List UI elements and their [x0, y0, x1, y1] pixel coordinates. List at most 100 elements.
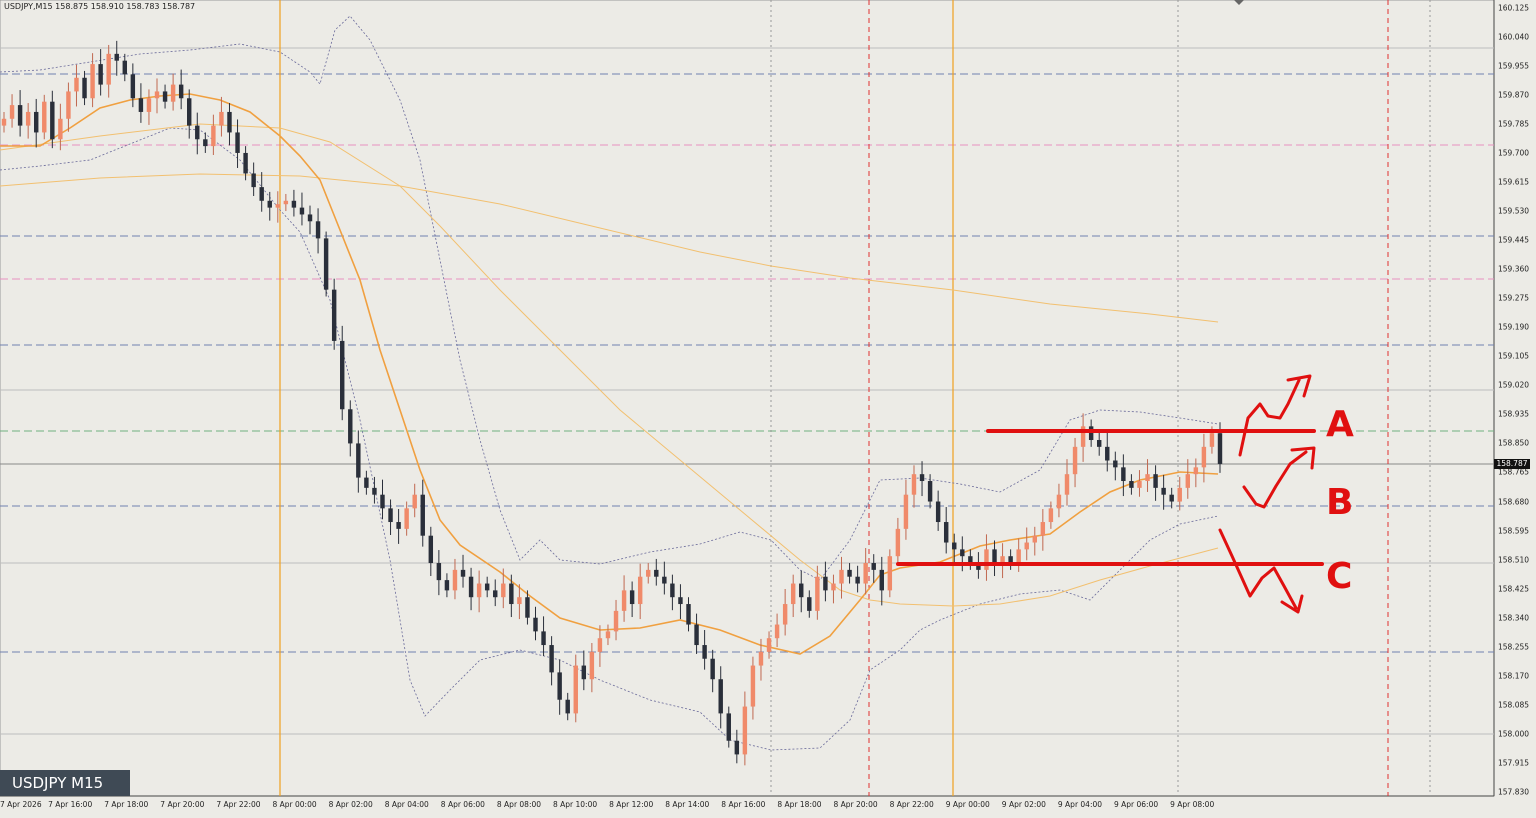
ema-fast	[0, 93, 1219, 655]
candle-bull	[1209, 433, 1215, 447]
candle-bear	[428, 535, 434, 564]
candle-bear	[195, 125, 200, 140]
candle-bear	[267, 200, 272, 208]
time-tick-label: 8 Apr 14:00	[665, 800, 710, 809]
candle-bear	[33, 111, 39, 133]
candle-bear	[356, 443, 361, 478]
price-tick-label: 158.000	[1498, 729, 1530, 739]
candle-bear	[122, 60, 128, 75]
candle-bull	[154, 91, 160, 99]
candle-bull	[146, 98, 152, 112]
price-tick-label: 158.510	[1498, 555, 1530, 565]
candle-bull	[1080, 426, 1086, 447]
candle-bear	[694, 624, 699, 646]
candle-bull	[42, 101, 47, 133]
candle-bull	[774, 624, 780, 639]
time-tick-label: 8 Apr 04:00	[384, 800, 429, 809]
time-tick-label: 8 Apr 06:00	[440, 800, 485, 809]
candle-bear	[348, 409, 353, 444]
time-tick-label: 9 Apr 00:00	[945, 800, 990, 809]
arrow-up-b	[1242, 446, 1316, 509]
candle-bear	[799, 583, 804, 598]
candle-bull	[1072, 446, 1078, 475]
price-tick-label: 159.275	[1498, 293, 1530, 303]
price-tick-label: 158.850	[1498, 438, 1530, 448]
price-tick-label: 159.020	[1498, 380, 1530, 390]
price-tick-label: 159.190	[1498, 322, 1530, 332]
candle-bear	[960, 549, 965, 557]
candle-bear	[927, 481, 933, 502]
price-tick-label: 159.870	[1498, 90, 1530, 100]
candle-bull	[621, 590, 627, 611]
candle-bull	[66, 91, 71, 119]
candle-bear	[227, 111, 232, 133]
candle-bull	[815, 576, 820, 611]
candle-bear	[686, 604, 691, 625]
candle-bull	[605, 631, 611, 639]
candle-bear	[364, 477, 369, 488]
ma-slow	[0, 173, 1219, 323]
time-tick-label: 7 Apr 22:00	[216, 800, 261, 809]
candle-bull	[1193, 467, 1199, 475]
label-b: B	[1326, 482, 1353, 523]
candle-bear	[678, 597, 683, 605]
time-tick-label: 8 Apr 22:00	[889, 800, 934, 809]
candle-bear	[235, 132, 240, 153]
candle-bear	[82, 77, 87, 99]
price-tick-label: 158.425	[1498, 584, 1530, 594]
time-tick-label: 7 Apr 20:00	[160, 800, 205, 809]
candle-bull	[211, 125, 216, 147]
candle-bull	[275, 204, 281, 208]
candle-bull	[25, 111, 31, 126]
candle-bear	[968, 556, 973, 564]
arrow-up-a	[1238, 374, 1312, 457]
time-tick-label: 8 Apr 00:00	[272, 800, 317, 809]
candle-bear	[629, 590, 635, 605]
candle-bull	[1137, 481, 1142, 488]
candle-bear	[670, 583, 675, 598]
candle-bear	[331, 289, 337, 341]
price-tick-label: 159.105	[1498, 351, 1530, 361]
time-tick-label: 8 Apr 10:00	[553, 800, 598, 809]
candle-bear	[259, 187, 264, 201]
candle-bear	[203, 139, 208, 147]
price-tick-label: 159.785	[1498, 119, 1530, 129]
time-tick-label: 8 Apr 12:00	[609, 800, 654, 809]
candle-bull	[782, 604, 788, 625]
candle-bull	[984, 549, 989, 570]
candle-bear	[734, 740, 740, 755]
candle-bear	[388, 508, 393, 523]
candle-bear	[1161, 487, 1166, 495]
candle-bull	[1201, 446, 1207, 468]
candle-bear	[493, 590, 498, 598]
candle-bear	[420, 494, 425, 536]
candle-bull	[501, 583, 506, 598]
candle-bear	[251, 173, 256, 188]
candle-bear	[138, 98, 144, 112]
time-tick-label: 7 Apr 2026	[0, 800, 42, 809]
price-tick-label: 159.955	[1498, 61, 1530, 71]
candle-bear	[1105, 446, 1110, 461]
time-tick-label: 7 Apr 18:00	[104, 800, 149, 809]
candle-bear	[243, 152, 248, 174]
price-tick-label: 160.040	[1498, 32, 1530, 42]
candle-bear	[187, 98, 192, 126]
candle-bull	[597, 638, 603, 652]
candle-bear	[654, 569, 659, 577]
candle-bear	[130, 74, 136, 99]
candlestick-series[interactable]	[1, 40, 1223, 766]
candle-bull	[58, 118, 63, 140]
candle-bear	[952, 542, 957, 550]
candle-bear	[372, 487, 377, 495]
price-tick-label: 159.700	[1498, 148, 1530, 158]
candle-bear	[823, 576, 828, 591]
candle-bull	[573, 665, 578, 714]
candle-bull	[1016, 549, 1021, 564]
candle-bear	[50, 101, 55, 140]
candle-bear	[702, 645, 707, 659]
time-tick-label: 8 Apr 02:00	[328, 800, 373, 809]
candle-bear	[299, 207, 305, 215]
candle-bear	[1008, 556, 1013, 564]
price-tick-label: 158.680	[1498, 497, 1530, 507]
